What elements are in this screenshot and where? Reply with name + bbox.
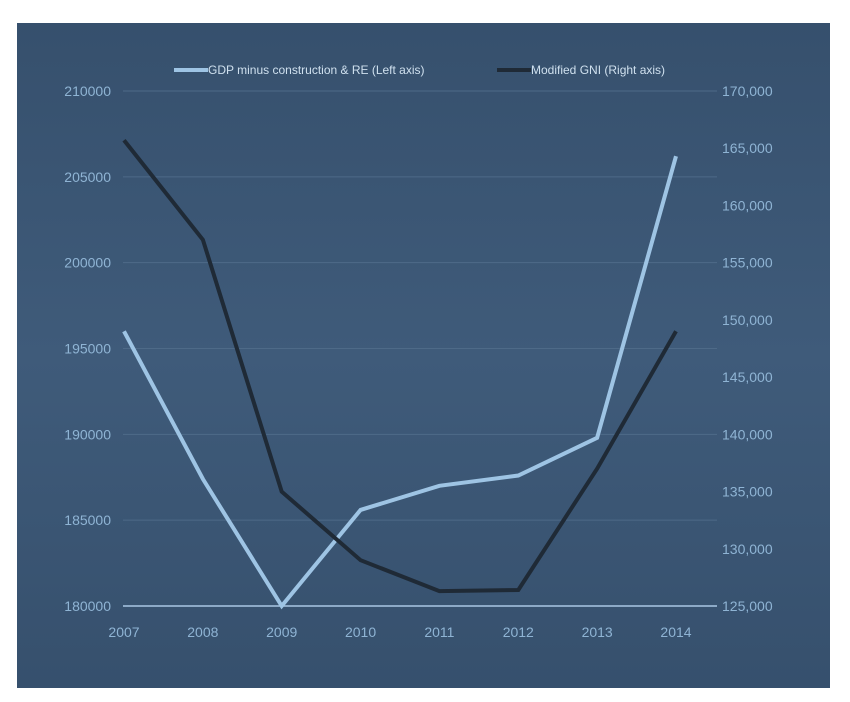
y-right-tick-label: 155,000 xyxy=(722,255,773,271)
x-tick-label: 2009 xyxy=(266,624,297,640)
legend-label: GDP minus construction & RE (Left axis) xyxy=(208,63,425,77)
y-left-tick-label: 190000 xyxy=(64,426,111,442)
y-left-tick-label: 200000 xyxy=(64,255,111,271)
line-chart: 180000 185000 190000 195000 200000 205000 2100… xyxy=(17,23,830,688)
x-tick-label: 2011 xyxy=(424,624,454,640)
y-right-tick-label: 145,000 xyxy=(722,369,773,385)
y-right-tick-label: 130,000 xyxy=(722,541,773,557)
series-line-gdp-minus-construction xyxy=(122,155,678,610)
x-tick-label: 2012 xyxy=(503,624,534,640)
x-tick-label: 2014 xyxy=(660,624,691,640)
y-right-tick-label: 160,000 xyxy=(722,197,773,213)
y-right-tick-label: 165,000 xyxy=(722,140,773,156)
y-left-tick-label: 180000 xyxy=(64,598,111,614)
series-lines xyxy=(122,138,678,610)
y-right-tick-label: 150,000 xyxy=(722,312,773,328)
x-tick-label: 2010 xyxy=(345,624,376,640)
y-left-tick-label: 205000 xyxy=(64,169,111,185)
legend: GDP minus construction & RE (Left axis) M… xyxy=(174,63,665,77)
x-tick-label: 2013 xyxy=(582,624,613,640)
chart-panel: 180000 185000 190000 195000 200000 205000 2100… xyxy=(17,23,830,688)
legend-label: Modified GNI (Right axis) xyxy=(531,63,665,77)
y-right-tick-label: 170,000 xyxy=(722,83,773,99)
chart-background xyxy=(17,23,830,688)
x-tick-label: 2008 xyxy=(187,624,218,640)
axes: 180000 185000 190000 195000 200000 205000 2100… xyxy=(64,83,773,640)
y-left-tick-label: 210000 xyxy=(64,83,111,99)
y-left-tick-label: 195000 xyxy=(64,341,111,357)
x-tick-label: 2007 xyxy=(108,624,139,640)
series-line-modified-gni xyxy=(122,138,678,594)
y-right-tick-label: 135,000 xyxy=(722,484,773,500)
y-right-tick-label: 125,000 xyxy=(722,598,773,614)
y-left-tick-label: 185000 xyxy=(64,512,111,528)
y-right-tick-label: 140,000 xyxy=(722,426,773,442)
gridlines xyxy=(123,90,717,521)
